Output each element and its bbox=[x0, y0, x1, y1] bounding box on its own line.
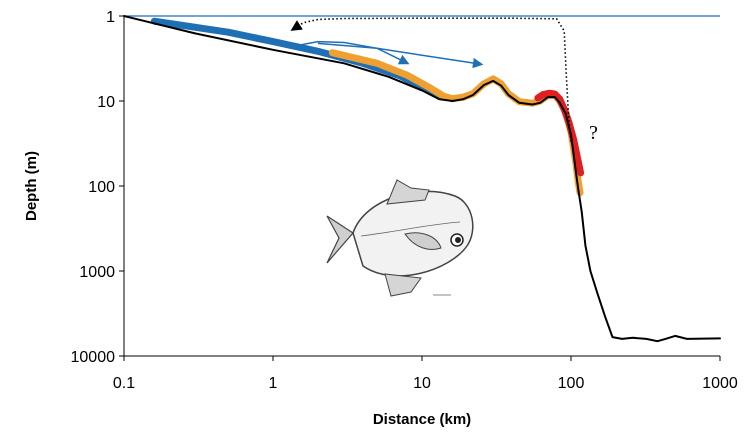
fish-lateral-line bbox=[360, 221, 461, 237]
movement-arrow-2 bbox=[317, 42, 484, 69]
movement-arrow-1 bbox=[299, 40, 410, 65]
fish-pectoral-fin bbox=[404, 232, 442, 250]
fish-pupil bbox=[455, 237, 461, 243]
habitat-orange-line bbox=[328, 49, 584, 197]
x-ticks: 0.1 1 10 100 1000 bbox=[113, 356, 738, 392]
fish-tail bbox=[326, 215, 354, 264]
question-mark-annotation: ? bbox=[589, 122, 598, 144]
movement-arrow-3 bbox=[290, 17, 572, 142]
fish-illustration bbox=[326, 179, 474, 297]
x-tick-label: 0.1 bbox=[113, 375, 135, 392]
x-tick-label: 10 bbox=[413, 375, 431, 392]
x-axis-title: Distance (km) bbox=[373, 411, 471, 428]
x-tick-label: 100 bbox=[558, 375, 585, 392]
y-tick-label: 1000 bbox=[79, 264, 115, 281]
y-tick-label: 10000 bbox=[71, 349, 116, 366]
y-ticks: 1 10 100 1000 10000 bbox=[71, 9, 124, 366]
y-axis-title: Depth (m) bbox=[23, 151, 40, 221]
plot-marks bbox=[123, 15, 721, 343]
x-tick-label: 1000 bbox=[702, 375, 738, 392]
x-tick-label: 1 bbox=[269, 375, 278, 392]
fish-anal-fin bbox=[384, 273, 422, 297]
fish-dorsal-fin bbox=[386, 179, 430, 205]
habitat-red-line bbox=[534, 89, 585, 177]
y-tick-label: 100 bbox=[88, 179, 115, 196]
y-tick-label: 10 bbox=[97, 94, 115, 111]
y-tick-label: 1 bbox=[106, 9, 115, 26]
seabed-profile-line bbox=[123, 15, 721, 343]
